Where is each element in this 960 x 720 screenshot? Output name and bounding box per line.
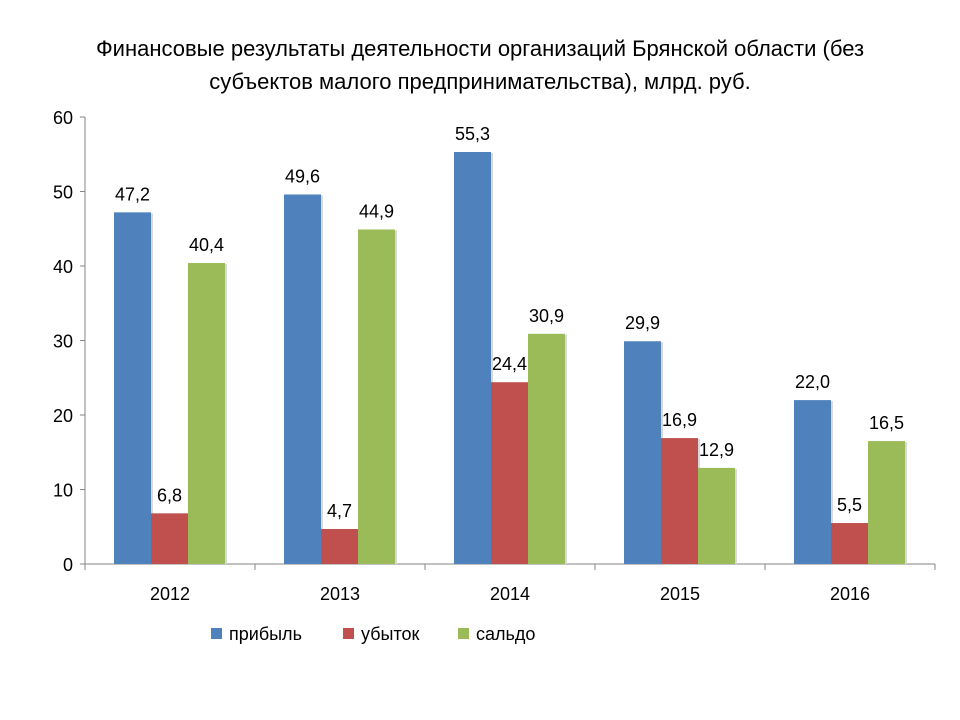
x-tick-label: 2013: [320, 584, 360, 604]
legend-label: прибыль: [229, 624, 302, 644]
data-label: 55,3: [455, 124, 490, 144]
data-label: 22,0: [795, 372, 830, 392]
data-label: 49,6: [285, 166, 320, 186]
y-tick-label: 60: [53, 108, 73, 128]
data-label: 30,9: [529, 306, 564, 326]
legend-label: убыток: [361, 624, 420, 644]
y-tick-label: 20: [53, 406, 73, 426]
y-tick-label: 10: [53, 481, 73, 501]
data-label: 16,5: [869, 413, 904, 433]
x-tick-label: 2014: [490, 584, 530, 604]
x-tick-label: 2012: [150, 584, 190, 604]
legend-label: сальдо: [476, 624, 535, 644]
bar-убыток-2013: [321, 528, 358, 564]
x-tick-label: 2015: [660, 584, 700, 604]
bar-убыток-2014: [491, 382, 528, 564]
data-label: 16,9: [662, 410, 697, 430]
bar-прибыль-2013: [284, 194, 321, 565]
legend-swatch-прибыль: [211, 628, 222, 639]
legend-swatch-сальдо: [458, 628, 469, 639]
bar-сальдо-2016: [868, 441, 905, 564]
bar-прибыль-2014: [454, 152, 491, 564]
bar-убыток-2016: [831, 523, 868, 564]
y-tick-label: 40: [53, 257, 73, 277]
y-tick-label: 30: [53, 332, 73, 352]
bar-сальдо-2015: [698, 467, 735, 564]
x-tick-label: 2016: [830, 584, 870, 604]
data-label: 40,4: [189, 235, 224, 255]
bar-прибыль-2016: [794, 400, 831, 564]
data-label: 44,9: [359, 201, 394, 221]
data-label: 47,2: [115, 184, 150, 204]
data-label: 24,4: [492, 354, 527, 374]
data-label: 12,9: [699, 440, 734, 460]
data-label: 6,8: [157, 485, 182, 505]
bar-прибыль-2015: [624, 341, 661, 564]
bar-убыток-2012: [151, 513, 188, 564]
data-label: 5,5: [837, 495, 862, 515]
bar-прибыль-2012: [114, 212, 151, 565]
bar-убыток-2015: [661, 438, 698, 564]
bar-сальдо-2014: [528, 333, 565, 564]
data-label: 4,7: [327, 501, 352, 521]
y-tick-label: 0: [63, 555, 73, 575]
chart-title-line-1: Финансовые результаты деятельности орган…: [95, 36, 865, 61]
data-label: 29,9: [625, 313, 660, 333]
legend-swatch-убыток: [343, 628, 354, 639]
bar-сальдо-2012: [188, 263, 225, 564]
chart-title-line-2: субъектов малого предпринимательства), м…: [209, 69, 751, 94]
bar-сальдо-2013: [358, 229, 395, 564]
y-tick-label: 50: [53, 183, 73, 203]
